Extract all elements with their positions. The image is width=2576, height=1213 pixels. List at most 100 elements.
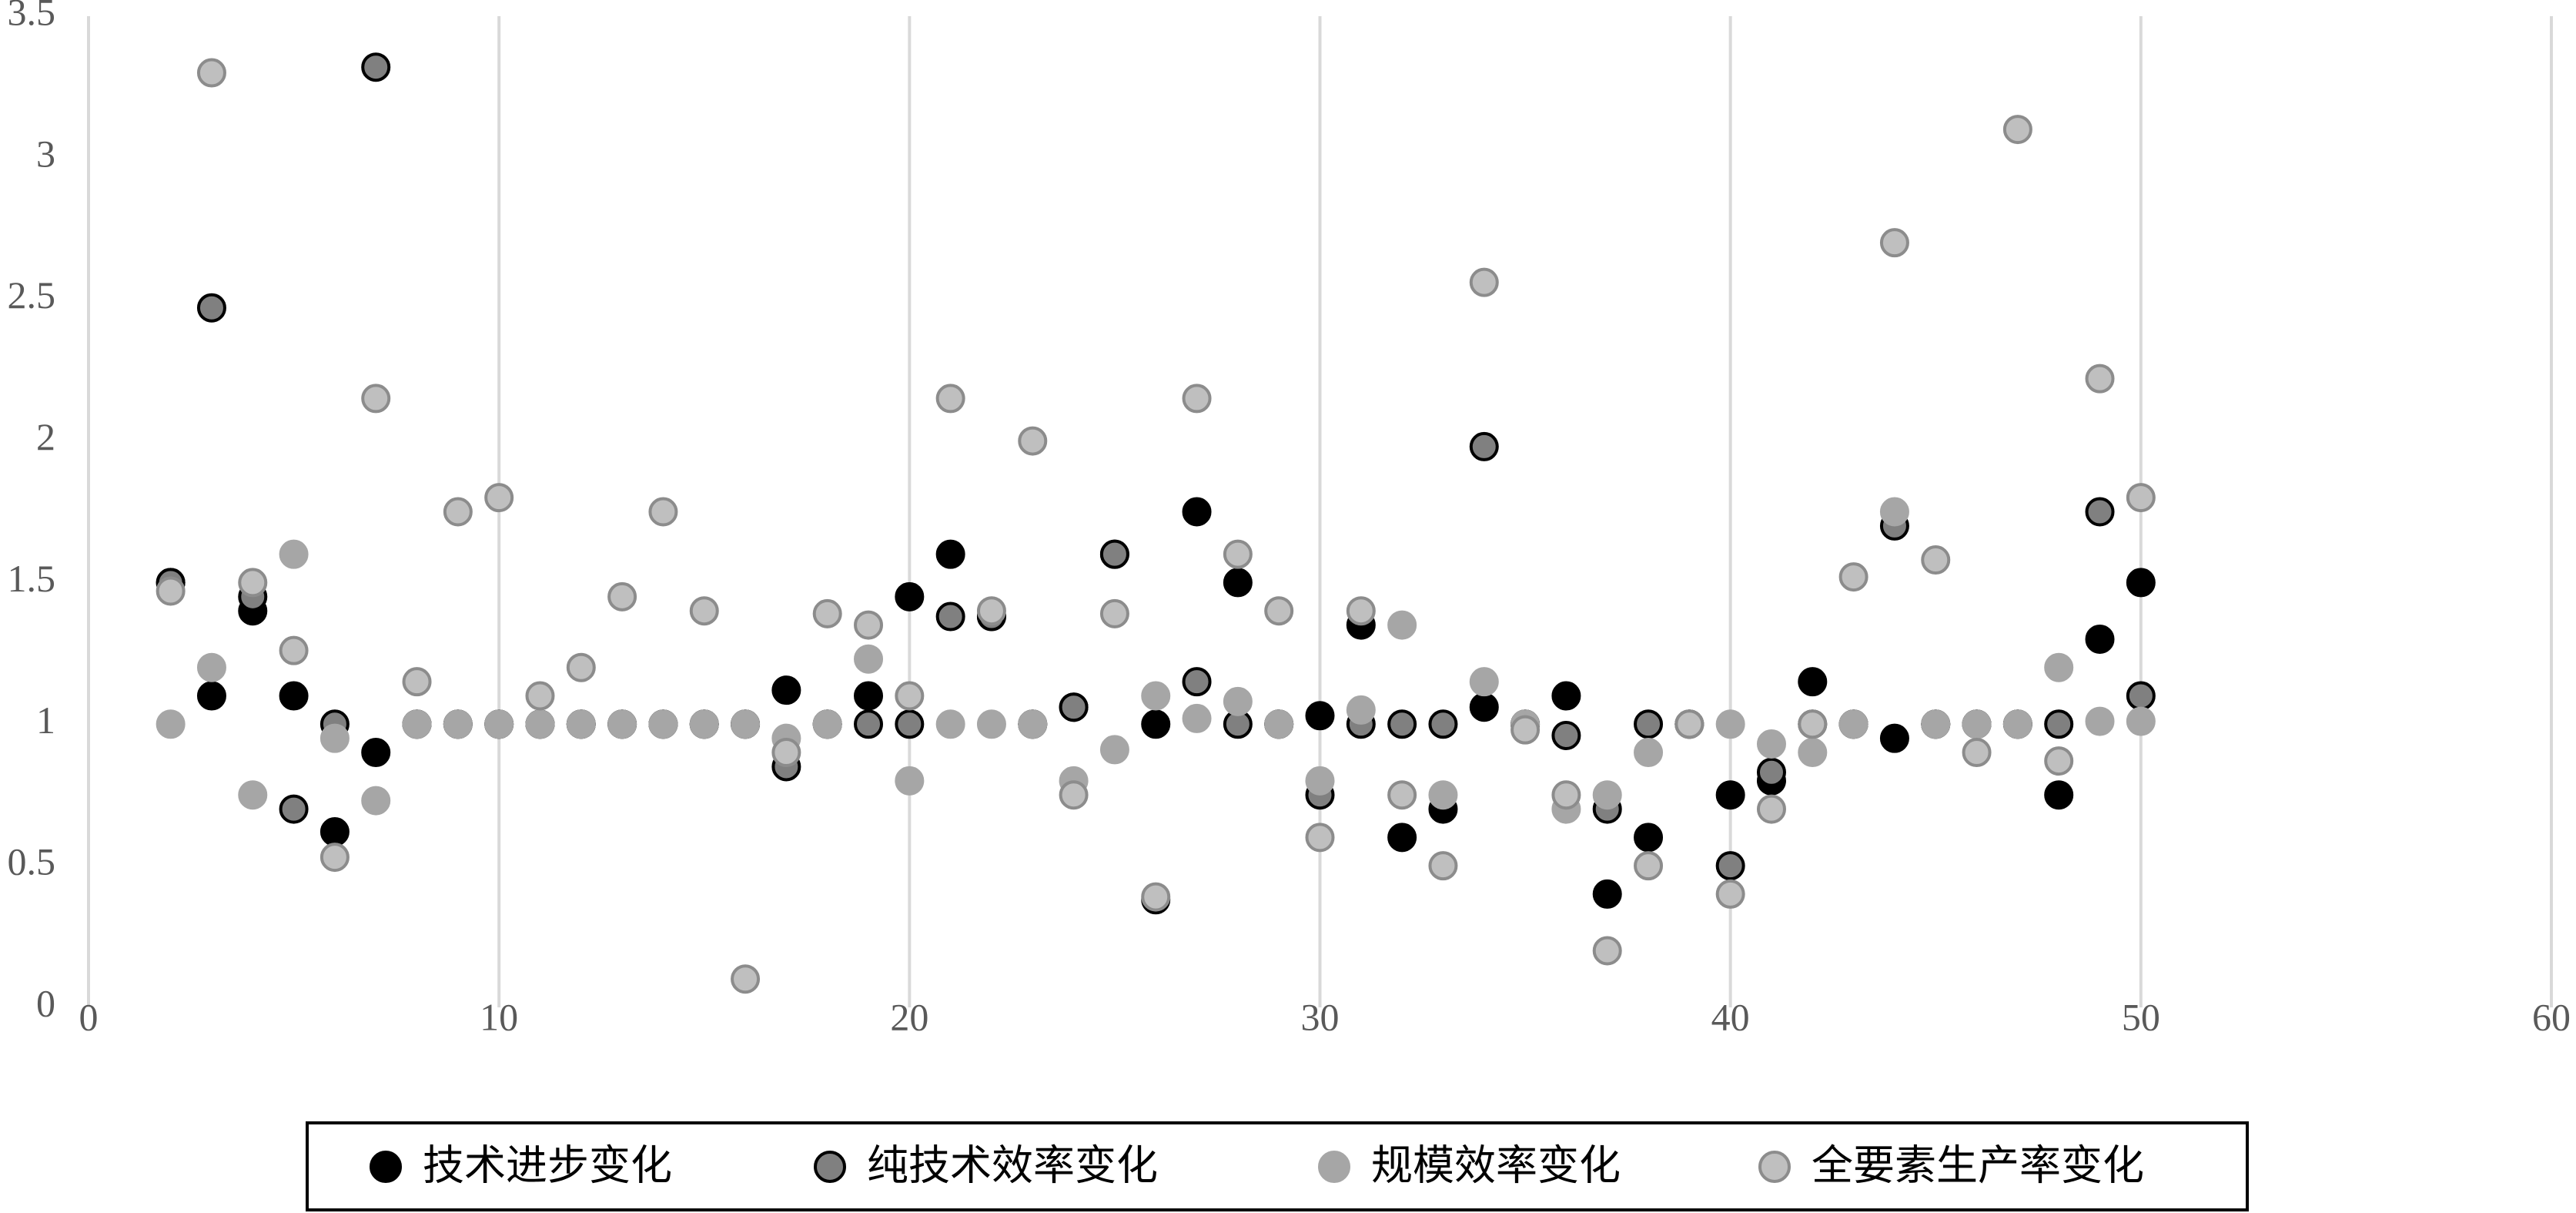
point (1962, 709, 1992, 739)
point (1141, 709, 1171, 739)
point (2085, 497, 2115, 527)
point (1592, 936, 1622, 966)
point (1059, 692, 1089, 722)
point (1962, 738, 1992, 768)
point (648, 497, 678, 527)
x-tick-label: 20 (890, 995, 928, 1038)
point (156, 709, 186, 739)
point (484, 709, 514, 739)
point (1346, 596, 1376, 626)
legend-marker (1318, 1151, 1350, 1183)
point (1182, 497, 1212, 527)
point (1551, 681, 1581, 711)
point (361, 384, 391, 414)
point (1715, 851, 1745, 881)
point (648, 709, 678, 739)
point (279, 794, 309, 824)
point (1551, 780, 1581, 810)
point (566, 652, 596, 682)
point (1879, 723, 1909, 753)
point (2002, 709, 2032, 739)
point (1592, 879, 1622, 909)
point (935, 601, 965, 632)
point (689, 596, 719, 626)
x-tick-label: 30 (1301, 995, 1340, 1038)
point (1756, 757, 1786, 787)
point (976, 709, 1006, 739)
point (1551, 720, 1581, 750)
point (1018, 709, 1048, 739)
point (1674, 709, 1705, 739)
legend-label: 技术进步变化 (423, 1141, 672, 1190)
legend-marker (1758, 1151, 1791, 1183)
point (1428, 780, 1458, 810)
point (1634, 709, 1664, 739)
point (771, 675, 801, 705)
point (1182, 667, 1212, 697)
point (1387, 709, 1417, 739)
point (2126, 681, 2156, 711)
point (935, 709, 965, 739)
point (854, 709, 884, 739)
point (279, 539, 309, 569)
point (2044, 709, 2074, 739)
point (156, 576, 186, 606)
point (1879, 497, 1909, 527)
point (1756, 729, 1786, 759)
x-tick-label: 40 (1711, 995, 1750, 1038)
point (2085, 706, 2115, 736)
x-tick-label: 0 (79, 995, 99, 1038)
point (1346, 695, 1376, 725)
point (443, 497, 473, 527)
point (1469, 267, 1499, 297)
point (1223, 568, 1253, 598)
point (1387, 823, 1417, 853)
point (361, 786, 391, 816)
point (1879, 228, 1909, 258)
point (1305, 766, 1335, 796)
point (361, 52, 391, 82)
legend-marker (370, 1151, 402, 1183)
point (402, 709, 432, 739)
point (1387, 780, 1417, 810)
y-tick-label: 1.5 (8, 557, 56, 600)
point (2085, 624, 2115, 654)
point (1592, 780, 1622, 810)
point (895, 709, 925, 739)
point (854, 644, 884, 674)
point (895, 766, 925, 796)
point (607, 581, 637, 612)
point (2044, 780, 2074, 810)
point (1428, 851, 1458, 881)
point (2126, 568, 2156, 598)
point (1634, 823, 1664, 853)
point (1798, 667, 1828, 697)
point (1921, 709, 1951, 739)
point (1182, 384, 1212, 414)
point (196, 293, 226, 323)
point (935, 539, 965, 569)
point (1264, 596, 1294, 626)
point (1756, 794, 1786, 824)
x-tick-label: 60 (2532, 995, 2571, 1038)
point (1305, 823, 1335, 853)
point (279, 681, 309, 711)
point (2085, 364, 2115, 394)
point (812, 598, 842, 628)
point (319, 843, 350, 873)
point (443, 709, 473, 739)
point (2044, 746, 2074, 776)
legend-label: 纯技术效率变化 (867, 1141, 1158, 1190)
point (1264, 709, 1294, 739)
point (1715, 709, 1745, 739)
point (1634, 738, 1664, 768)
point (319, 723, 350, 753)
point (935, 384, 965, 414)
point (1510, 715, 1541, 745)
y-tick-label: 1 (36, 699, 55, 742)
point (854, 610, 884, 640)
legend-marker (814, 1151, 846, 1183)
y-tick-label: 3 (36, 132, 55, 175)
point (1099, 539, 1129, 569)
